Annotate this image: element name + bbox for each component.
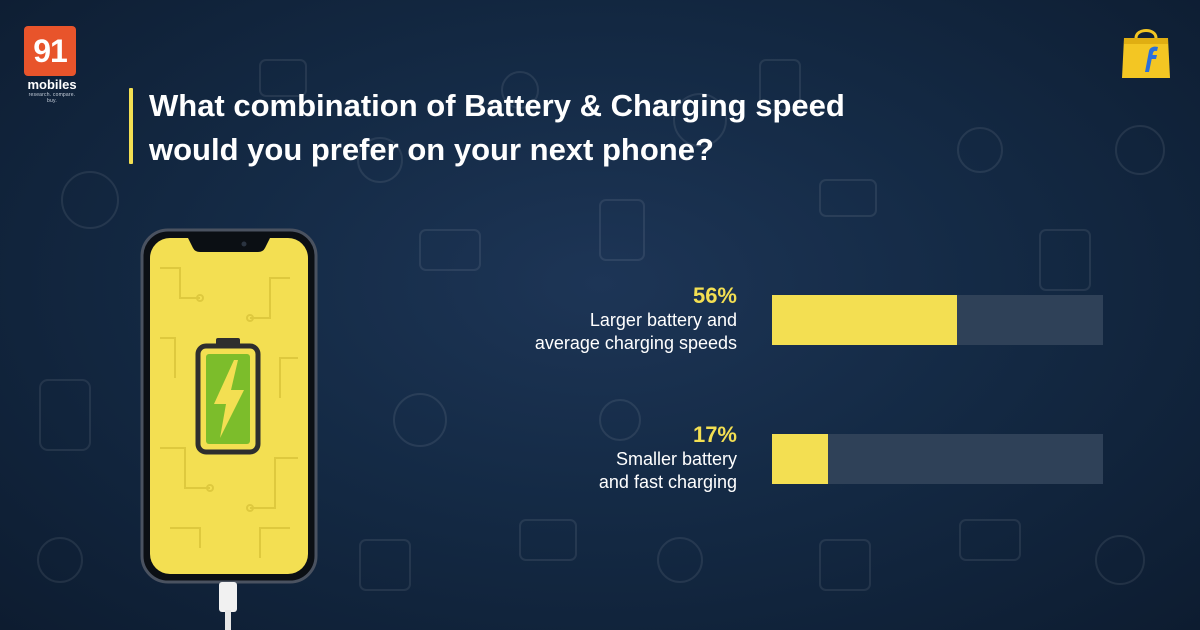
bar-track [772, 434, 1103, 484]
flipkart-bag-icon [1122, 29, 1170, 78]
title-line-1: What combination of Battery & Charging s… [149, 88, 845, 123]
bar-percent-label: 56% [692, 283, 737, 308]
charging-cable-icon [219, 582, 237, 630]
bar-percent-label: 17% [692, 422, 737, 447]
bar-row-smaller-battery: 17% Smaller battery and fast charging [440, 422, 1120, 492]
bar-fill-larger-battery [772, 295, 958, 345]
logo-number: 91 [33, 32, 68, 69]
bar-row-larger-battery: 56% Larger battery and average charging … [440, 283, 1120, 353]
title-accent-bar [129, 88, 133, 164]
91mobiles-logo: 91 [24, 26, 76, 76]
logo-wordmark: mobiles [27, 77, 77, 92]
logo-tagline: research. compare. buy. [28, 92, 76, 104]
bar-fill-smaller-battery [772, 434, 829, 484]
smartphone-battery-charging-icon [140, 228, 318, 584]
bar-category-label: Larger battery and average charging spee… [534, 310, 737, 353]
title-line-2: would you prefer on your next phone? [149, 132, 714, 167]
page-title: What combination of Battery & Charging s… [149, 84, 969, 172]
bar-category-label: Smaller battery and fast charging [598, 449, 737, 492]
bar-track [772, 295, 1103, 345]
